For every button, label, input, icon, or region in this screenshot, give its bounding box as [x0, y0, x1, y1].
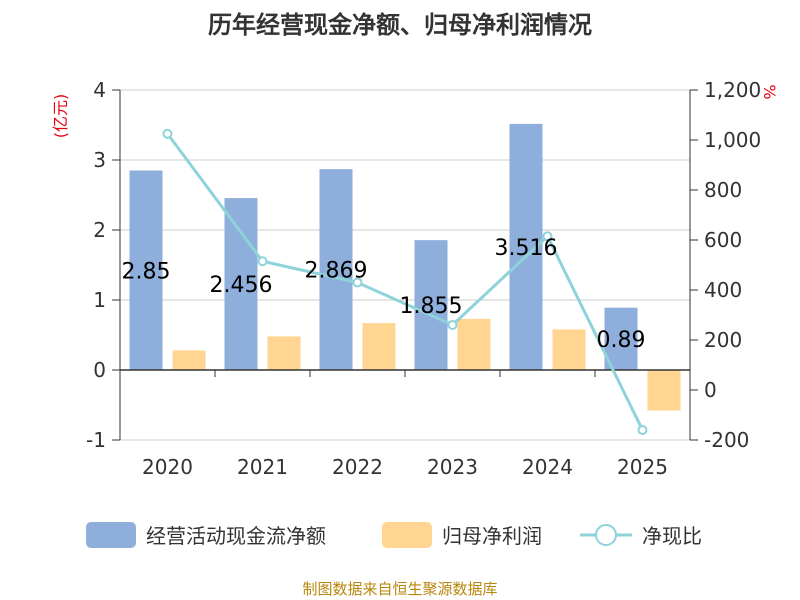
legend-label-net-profit[interactable]: 归母净利润 — [442, 524, 542, 548]
y-left-tick-label: 2 — [93, 218, 106, 242]
bar-operating-cash-flow[interactable] — [224, 198, 258, 370]
legend-swatch-ratio-marker[interactable] — [595, 524, 617, 546]
bar-net-profit[interactable] — [362, 323, 396, 370]
x-tick-label: 2024 — [522, 455, 573, 479]
y-right-tick-label: 800 — [704, 178, 742, 202]
ratio-line — [166, 132, 644, 431]
grid — [120, 89, 690, 441]
ratio-point[interactable] — [542, 231, 553, 242]
source-note: 制图数据来自恒生聚源数据库 — [302, 580, 497, 598]
y-left-tick-label: 3 — [93, 148, 106, 172]
x-tick-label: 2023 — [427, 455, 478, 479]
bar-operating-cash-flow[interactable] — [604, 307, 638, 370]
bar-net-profit[interactable] — [267, 336, 301, 370]
data-label: 3.516 — [495, 236, 558, 261]
y-left-tick-label: 0 — [93, 358, 106, 382]
y-right-tick-label: 1,200 — [704, 78, 761, 102]
data-labels: 2.85 2.456 2.869 1.855 3.516 0.89 — [122, 236, 646, 353]
y-right-tick-label: 600 — [704, 228, 742, 252]
y-left-tick-label: 1 — [93, 288, 106, 312]
y-right-axis-label: % — [760, 84, 779, 99]
y-right-tick-label: -200 — [704, 428, 749, 452]
x-tick-label: 2022 — [332, 455, 383, 479]
data-label: 2.456 — [210, 273, 273, 298]
y-left-axis-label: (亿元) — [51, 94, 70, 139]
y-right-tick-label: 400 — [704, 278, 742, 302]
legend-label-ratio[interactable]: 净现比 — [642, 524, 702, 548]
y-right-tick-label: 0 — [704, 378, 717, 402]
y-right-tick-label: 1,000 — [704, 128, 761, 152]
data-label: 2.85 — [122, 259, 171, 284]
bar-operating-cash-flow[interactable] — [319, 169, 353, 370]
x-tick-label: 2020 — [142, 455, 193, 479]
legend-swatch-operating-cash-flow[interactable] — [86, 522, 136, 548]
data-label: 0.89 — [597, 328, 646, 353]
ratio-point[interactable] — [257, 256, 268, 267]
bar-net-profit[interactable] — [647, 370, 681, 411]
ratio-point[interactable] — [162, 128, 173, 139]
legend-swatch-net-profit[interactable] — [382, 522, 432, 548]
bar-net-profit[interactable] — [457, 318, 491, 370]
ratio-point[interactable] — [352, 277, 363, 288]
x-tick-label: 2025 — [617, 455, 668, 479]
bar-net-profit[interactable] — [172, 350, 206, 370]
y-left-tick-label: -1 — [86, 428, 106, 452]
bar-operating-cash-flow[interactable] — [129, 170, 163, 371]
bars-layer — [129, 123, 681, 411]
y-left-tick-label: 4 — [93, 78, 106, 102]
bar-operating-cash-flow[interactable] — [414, 240, 448, 370]
chart-title: 历年经营现金净额、归母净利润情况 — [208, 11, 592, 39]
data-label: 2.869 — [305, 259, 368, 284]
axes: -1 0 1 2 3 4 -200 0 200 400 600 800 1,000 1,200 2020 20… — [51, 78, 779, 479]
ratio-point[interactable] — [447, 320, 458, 330]
x-tick-label: 2021 — [237, 455, 288, 479]
bar-net-profit[interactable] — [552, 329, 586, 370]
legend[interactable]: 经营活动现金流净额 归母净利润 净现比 — [86, 522, 702, 548]
ratio-point[interactable] — [637, 425, 648, 435]
ratio-line-layer — [162, 128, 648, 435]
legend-label-operating-cash-flow[interactable]: 经营活动现金流净额 — [146, 524, 326, 548]
y-right-tick-label: 200 — [704, 328, 742, 352]
data-label: 1.855 — [400, 294, 463, 319]
